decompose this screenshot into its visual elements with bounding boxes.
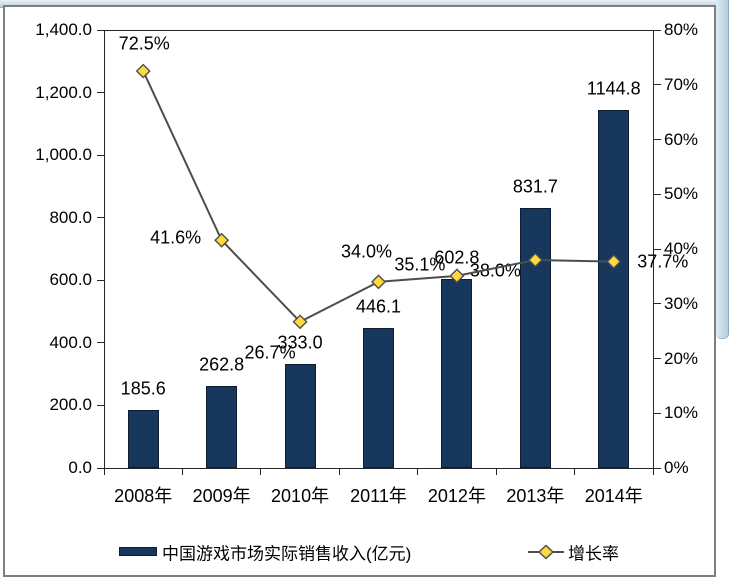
- right-axis-tick-label: 50%: [664, 184, 699, 204]
- x-axis-tick: [652, 469, 654, 475]
- right-axis-tick-label: 30%: [664, 293, 699, 313]
- x-axis-tick: [103, 469, 105, 475]
- right-axis-tick: [654, 139, 661, 140]
- bar-value-label: 333.0: [277, 332, 323, 353]
- bar-value-label: 446.1: [355, 296, 402, 317]
- bar-value-label: 831.7: [512, 176, 558, 197]
- left-axis-tick-label: 600.0: [49, 270, 92, 290]
- x-axis-tick: [181, 469, 183, 475]
- revenue-bar: [519, 207, 551, 468]
- legend-revenue-swatch: [119, 547, 157, 556]
- left-axis-tick-label: 1,200.0: [35, 82, 92, 102]
- x-axis-category-label: 2009年: [192, 486, 251, 506]
- revenue-bar: [598, 109, 630, 468]
- growth-value-label: 38.0%: [469, 260, 521, 281]
- revenue-bar: [206, 385, 238, 468]
- right-axis-tick-label: 40%: [664, 239, 699, 258]
- bar-value-label: 185.6: [120, 378, 166, 399]
- left-axis-tick-label: 200.0: [49, 395, 92, 415]
- right-axis-tick: [654, 303, 661, 305]
- x-axis-category-label: 2010年: [271, 486, 330, 506]
- left-axis-tick: [97, 404, 104, 406]
- growth-value-label: 34.0%: [340, 241, 393, 262]
- left-axis-tick-label: 1,000.0: [35, 145, 92, 165]
- x-axis-category-label: 2011年: [350, 486, 407, 506]
- left-axis-tick: [97, 217, 104, 219]
- right-axis-tick-label: 80%: [664, 20, 699, 39]
- growth-value-label: 26.7%: [244, 342, 296, 363]
- right-axis-tick: [654, 193, 661, 195]
- revenue-bar: [363, 328, 394, 468]
- growth-value-label: 41.6%: [150, 227, 202, 248]
- right-axis-tick: [654, 84, 661, 86]
- x-axis-category-label: 2013年: [506, 486, 565, 506]
- legend-growth-label: 增长率: [568, 544, 619, 564]
- left-axis-tick-label: 800.0: [49, 207, 92, 227]
- right-axis-tick: [654, 358, 661, 359]
- x-axis-tick: [574, 469, 576, 475]
- right-axis-tick-label: 60%: [664, 129, 699, 149]
- x-axis-category-label: 2008年: [114, 486, 173, 506]
- legend-growth-marker-icon: [528, 544, 564, 560]
- right-axis-tick-label: 70%: [664, 74, 699, 94]
- x-axis-tick: [495, 469, 497, 475]
- bar-value-label: 1144.8: [586, 78, 641, 99]
- revenue-bar: [127, 409, 159, 468]
- left-axis-tick: [97, 467, 104, 469]
- right-scrollbar-strip: [716, 0, 729, 339]
- revenue-bar: [284, 363, 316, 468]
- revenue-bar: [441, 279, 473, 468]
- x-axis-category-label: 2012年: [427, 486, 486, 506]
- right-axis-tick-label: 0%: [664, 458, 689, 477]
- right-axis-tick: [654, 412, 661, 414]
- right-axis-tick: [654, 467, 661, 469]
- left-axis-tick: [97, 154, 104, 156]
- bar-value-label: 262.8: [199, 354, 245, 375]
- x-axis-tick: [338, 469, 340, 475]
- legend-revenue-label: 中国游戏市场实际销售收入(亿元): [162, 544, 412, 564]
- left-axis-tick: [97, 342, 104, 344]
- growth-value-label: 35.1%: [394, 254, 446, 275]
- growth-value-label: 72.5%: [118, 33, 170, 54]
- x-axis-tick: [417, 469, 419, 475]
- right-axis-tick-label: 20%: [664, 348, 699, 368]
- left-axis-tick-label: 400.0: [49, 332, 92, 352]
- growth-value-label: 37.7%: [637, 251, 689, 272]
- right-axis-tick: [654, 248, 661, 250]
- x-axis-category-label: 2014年: [584, 486, 643, 506]
- right-axis-tick-label: 10%: [664, 403, 699, 423]
- left-axis-tick-label: 0.0: [68, 458, 92, 477]
- x-axis-tick: [260, 469, 262, 475]
- left-axis-tick-label: 1,400.0: [35, 20, 92, 39]
- right-axis-tick: [654, 29, 661, 31]
- left-axis-tick: [97, 92, 104, 94]
- left-axis-tick: [97, 29, 104, 31]
- left-axis-tick: [97, 279, 104, 281]
